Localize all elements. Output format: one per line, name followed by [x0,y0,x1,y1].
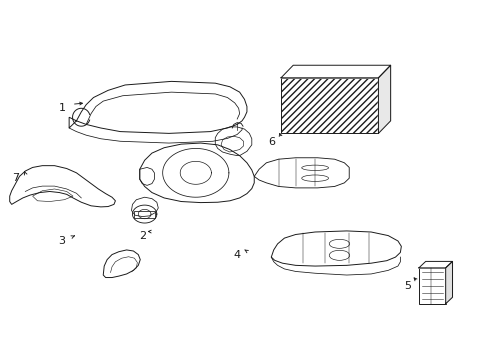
Bar [281,78,378,134]
Text: 4: 4 [233,250,240,260]
Text: 6: 6 [267,138,274,147]
Text: 3: 3 [58,236,65,246]
Text: 5: 5 [404,281,410,291]
Polygon shape [445,261,451,304]
Polygon shape [378,65,390,134]
Bar [418,268,445,304]
Polygon shape [418,261,451,268]
Text: 2: 2 [139,231,145,240]
Polygon shape [281,65,390,78]
Text: 1: 1 [58,103,65,113]
Bar [134,211,155,218]
Text: 7: 7 [12,173,19,183]
